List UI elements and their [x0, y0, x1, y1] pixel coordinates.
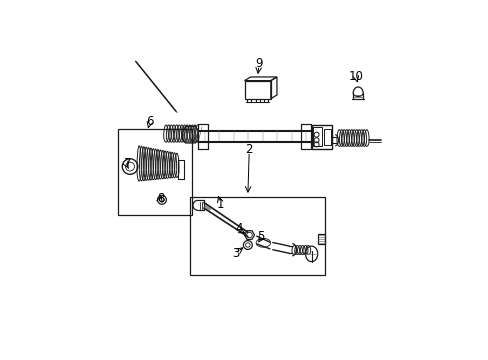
Bar [301, 123, 310, 149]
Text: 4: 4 [235, 222, 242, 235]
Text: 7: 7 [123, 157, 131, 170]
Bar [244, 81, 270, 99]
Bar [117, 129, 192, 215]
Bar [189, 197, 325, 275]
Bar [312, 127, 321, 146]
Bar [317, 234, 325, 244]
Text: 1: 1 [216, 198, 224, 211]
Text: 8: 8 [157, 193, 164, 206]
Bar [301, 123, 310, 149]
Bar [198, 123, 208, 149]
Bar [198, 123, 208, 149]
Bar [178, 159, 183, 179]
Text: 9: 9 [255, 57, 262, 69]
Text: 2: 2 [245, 143, 252, 156]
Text: 10: 10 [348, 70, 363, 83]
Bar [311, 125, 332, 149]
Bar [324, 129, 330, 145]
Text: 6: 6 [145, 115, 153, 128]
Text: 3: 3 [232, 247, 240, 260]
Text: 5: 5 [257, 230, 264, 243]
